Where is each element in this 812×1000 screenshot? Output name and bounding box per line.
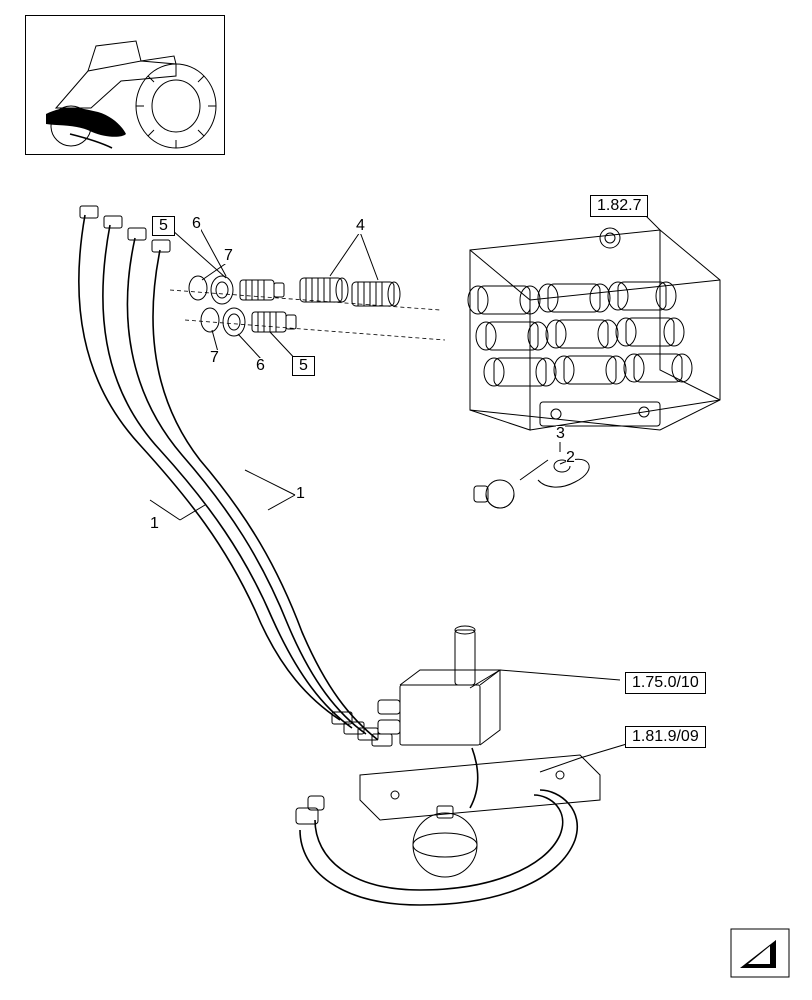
valve-block — [468, 228, 720, 430]
hoses-group — [79, 206, 392, 746]
callout-1a: 1 — [150, 516, 159, 532]
next-page-icon[interactable] — [730, 928, 790, 978]
thumbnail-sketch — [26, 16, 226, 156]
manifold — [378, 626, 500, 745]
ref-valve-block: 1.82.7 — [590, 195, 648, 217]
ref-accumulator-bracket: 1.81.9/09 — [625, 726, 706, 748]
callout-7-top: 7 — [224, 248, 233, 264]
coupler-stack — [170, 276, 445, 340]
callout-6-top: 6 — [192, 216, 201, 232]
context-thumbnail — [25, 15, 225, 155]
callout-5-top: 5 — [152, 216, 175, 236]
callout-5-bottom: 5 — [292, 356, 315, 376]
accumulator-assy — [296, 748, 600, 905]
callout-3: 3 — [556, 426, 565, 442]
callout-4: 4 — [356, 218, 365, 234]
callout-6-bottom: 6 — [256, 358, 265, 374]
callout-7-bottom: 7 — [210, 350, 219, 366]
callout-1b: 1 — [296, 486, 305, 502]
ref-manifold: 1.75.0/10 — [625, 672, 706, 694]
callout-2: 2 — [566, 450, 575, 466]
